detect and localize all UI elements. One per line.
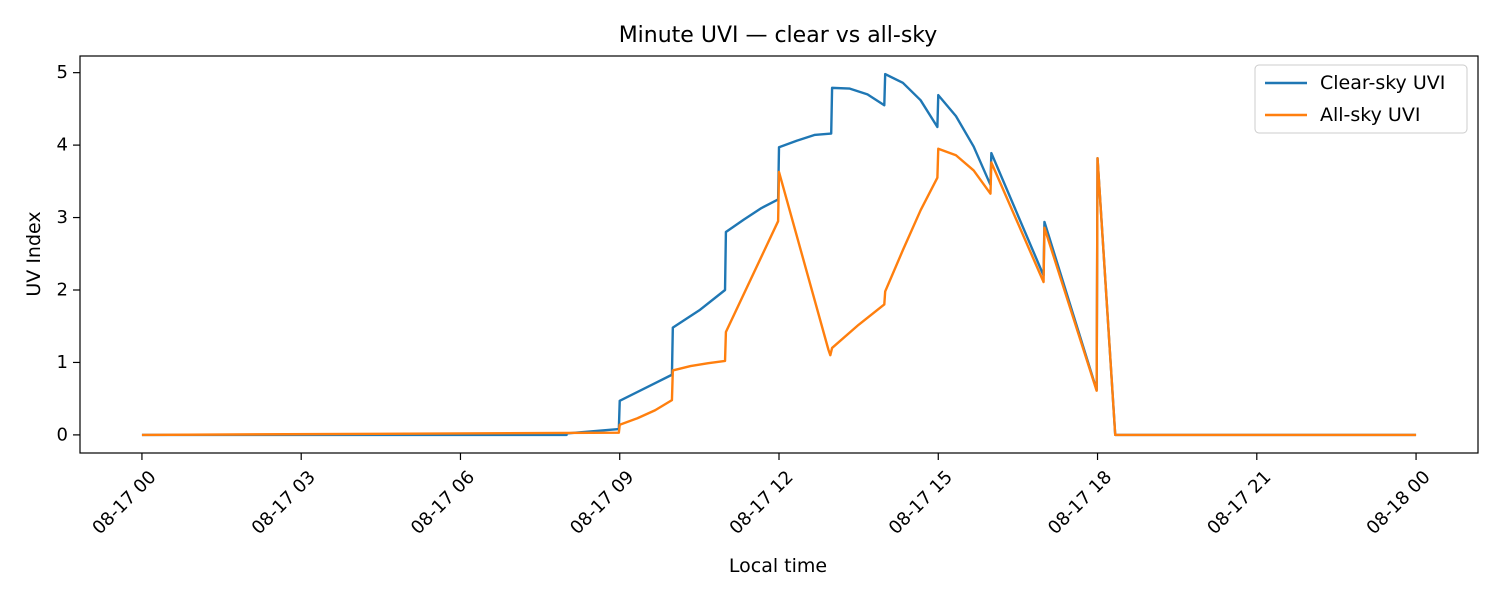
legend: Clear-sky UVI All-sky UVI	[1254, 64, 1468, 134]
y-tick-label: 0	[57, 424, 68, 445]
legend-label-0: Clear-sky UVI	[1320, 72, 1445, 94]
y-tick-label: 2	[57, 279, 68, 300]
chart-title: Minute UVI — clear vs all-sky	[619, 23, 938, 48]
y-axis-label: UV Index	[23, 211, 45, 296]
legend-box	[1254, 64, 1468, 134]
legend-label-1: All-sky UVI	[1320, 104, 1420, 126]
y-tick-label: 3	[57, 207, 68, 228]
y-tick-label: 5	[57, 62, 68, 83]
x-axis-label: Local time	[729, 555, 827, 577]
series-line-0	[141, 72, 1417, 437]
y-tick-label: 4	[57, 135, 68, 156]
y-tick-label: 1	[57, 352, 68, 373]
series-line-1	[141, 147, 1417, 437]
